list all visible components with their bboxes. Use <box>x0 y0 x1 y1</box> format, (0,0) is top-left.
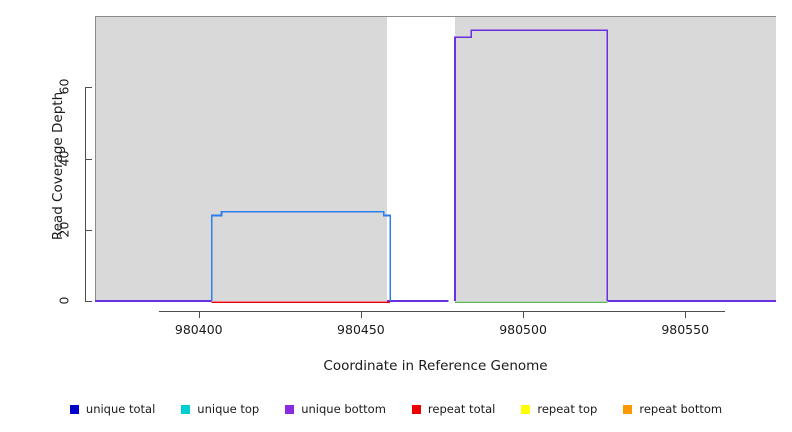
legend-swatch-icon <box>285 404 295 414</box>
y-tick-label: 40 <box>56 150 72 166</box>
x-tick-label: 980450 <box>337 322 385 337</box>
legend-label: repeat total <box>427 402 496 416</box>
y-tick-mark <box>85 87 92 89</box>
y-tick-mark <box>85 301 92 302</box>
legend-item[interactable]: repeat top <box>521 402 597 416</box>
x-tick-mark <box>685 311 687 318</box>
legend-item[interactable]: repeat bottom <box>623 402 722 416</box>
x-tick-label: 980400 <box>174 322 223 337</box>
legend-item[interactable]: unique bottom <box>285 402 386 416</box>
coverage-trace-layer <box>95 29 776 303</box>
x-tick-mark <box>198 311 200 318</box>
trace-path <box>454 29 609 301</box>
plot-panel-left-edge <box>95 16 96 301</box>
x-tick-label: 980550 <box>661 322 710 337</box>
legend-item[interactable]: unique top <box>181 402 259 416</box>
legend-swatch-icon <box>181 404 191 414</box>
x-tick-label: 980500 <box>499 322 547 337</box>
y-tick-label: 60 <box>56 78 72 95</box>
legend-label: unique top <box>197 402 260 416</box>
legend-label: unique total <box>85 402 156 416</box>
legend-label: unique bottom <box>301 402 386 416</box>
y-tick-label: 20 <box>56 221 72 238</box>
y-tick-label: 0 <box>56 296 72 305</box>
legend-label: repeat top <box>537 402 598 416</box>
legend-item[interactable]: unique total <box>69 402 156 416</box>
legend-label: repeat bottom <box>639 402 723 416</box>
legend-swatch-icon <box>521 404 531 414</box>
x-axis-line <box>158 311 726 312</box>
x-tick-mark <box>360 311 362 318</box>
y-axis-line <box>85 87 86 301</box>
legend-item[interactable]: repeat total <box>411 402 496 416</box>
trace-path <box>210 211 391 301</box>
x-axis-title: Coordinate in Reference Genome <box>323 358 548 374</box>
y-tick-mark <box>85 229 92 231</box>
coverage-gap-band <box>386 16 455 301</box>
legend-swatch-icon <box>623 404 633 414</box>
legend-swatch-icon <box>411 404 421 414</box>
y-tick-mark <box>85 158 92 160</box>
x-tick-mark <box>523 311 525 318</box>
legend-swatch-icon <box>69 404 79 414</box>
chart-legend: unique total unique top unique bottom repea… <box>0 398 792 420</box>
